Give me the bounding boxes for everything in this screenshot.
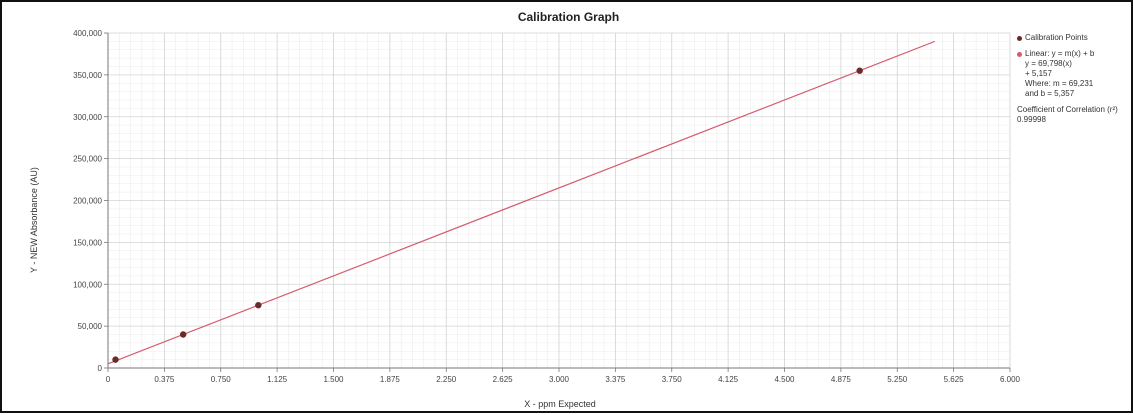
calibration-point — [112, 356, 119, 363]
y-tick-label: 100,000 — [73, 280, 102, 289]
calibration-point — [255, 301, 262, 309]
x-tick-label: 4.875 — [831, 375, 852, 384]
legend-line-marker — [1017, 52, 1022, 57]
x-tick-label: 1.500 — [323, 375, 344, 384]
x-tick-label: 3.375 — [605, 375, 626, 384]
legend: Calibration Points Linear: y = m(x) + b … — [1017, 33, 1129, 125]
x-tick-label: 2.625 — [493, 375, 514, 384]
legend-fit-line-3: Where: m = 69,231 — [1025, 79, 1094, 88]
y-tick-label: 0 — [98, 364, 103, 373]
legend-point-marker — [1017, 36, 1022, 41]
y-tick-label: 50,000 — [78, 322, 103, 331]
y-tick-label: 250,000 — [73, 155, 102, 164]
correlation-value: 0.99998 — [1017, 115, 1046, 124]
x-tick-label: 0.750 — [211, 375, 232, 384]
x-tick-label: 1.875 — [380, 375, 401, 384]
legend-item-fit: Linear: y = m(x) + b y = 69,798(x) + 5,1… — [1017, 49, 1129, 99]
calibration-point — [179, 331, 187, 338]
x-tick-label: 5.625 — [944, 375, 965, 384]
x-tick-label: 6.000 — [1000, 375, 1021, 384]
y-tick-label: 200,000 — [73, 197, 102, 206]
x-tick-label: 4.500 — [774, 375, 795, 384]
x-tick-label: 2.250 — [436, 375, 457, 384]
x-tick-label: 3.750 — [662, 375, 683, 384]
y-tick-label: 400,000 — [73, 29, 102, 38]
legend-points-label: Calibration Points — [1025, 33, 1088, 42]
fit-line — [107, 40, 936, 365]
legend-fit-line-4: and b = 5,357 — [1025, 89, 1075, 98]
y-tick-label: 150,000 — [73, 238, 102, 247]
chart-title: Calibration Graph — [517, 10, 620, 24]
legend-fit-line-2: + 5,157 — [1025, 69, 1052, 78]
legend-item-points: Calibration Points — [1017, 33, 1129, 43]
correlation-label: Coefficient of Correlation (r²) — [1017, 105, 1118, 114]
x-tick-label: 3.000 — [549, 375, 570, 384]
calibration-point — [856, 67, 863, 74]
x-axis-label: X - ppm Expected — [524, 399, 596, 409]
x-tick-label: 0.375 — [154, 375, 175, 384]
x-tick-label: 4.125 — [718, 375, 739, 384]
y-tick-label: 300,000 — [73, 113, 102, 122]
x-tick-label: 0 — [106, 375, 111, 384]
x-tick-label: 1.125 — [267, 375, 288, 384]
y-tick-label: 350,000 — [73, 71, 102, 80]
x-tick-label: 5.250 — [887, 375, 908, 384]
legend-fit-line-1: y = 69,798(x) — [1025, 59, 1072, 68]
legend-fit-line-0: Linear: y = m(x) + b — [1025, 49, 1095, 58]
